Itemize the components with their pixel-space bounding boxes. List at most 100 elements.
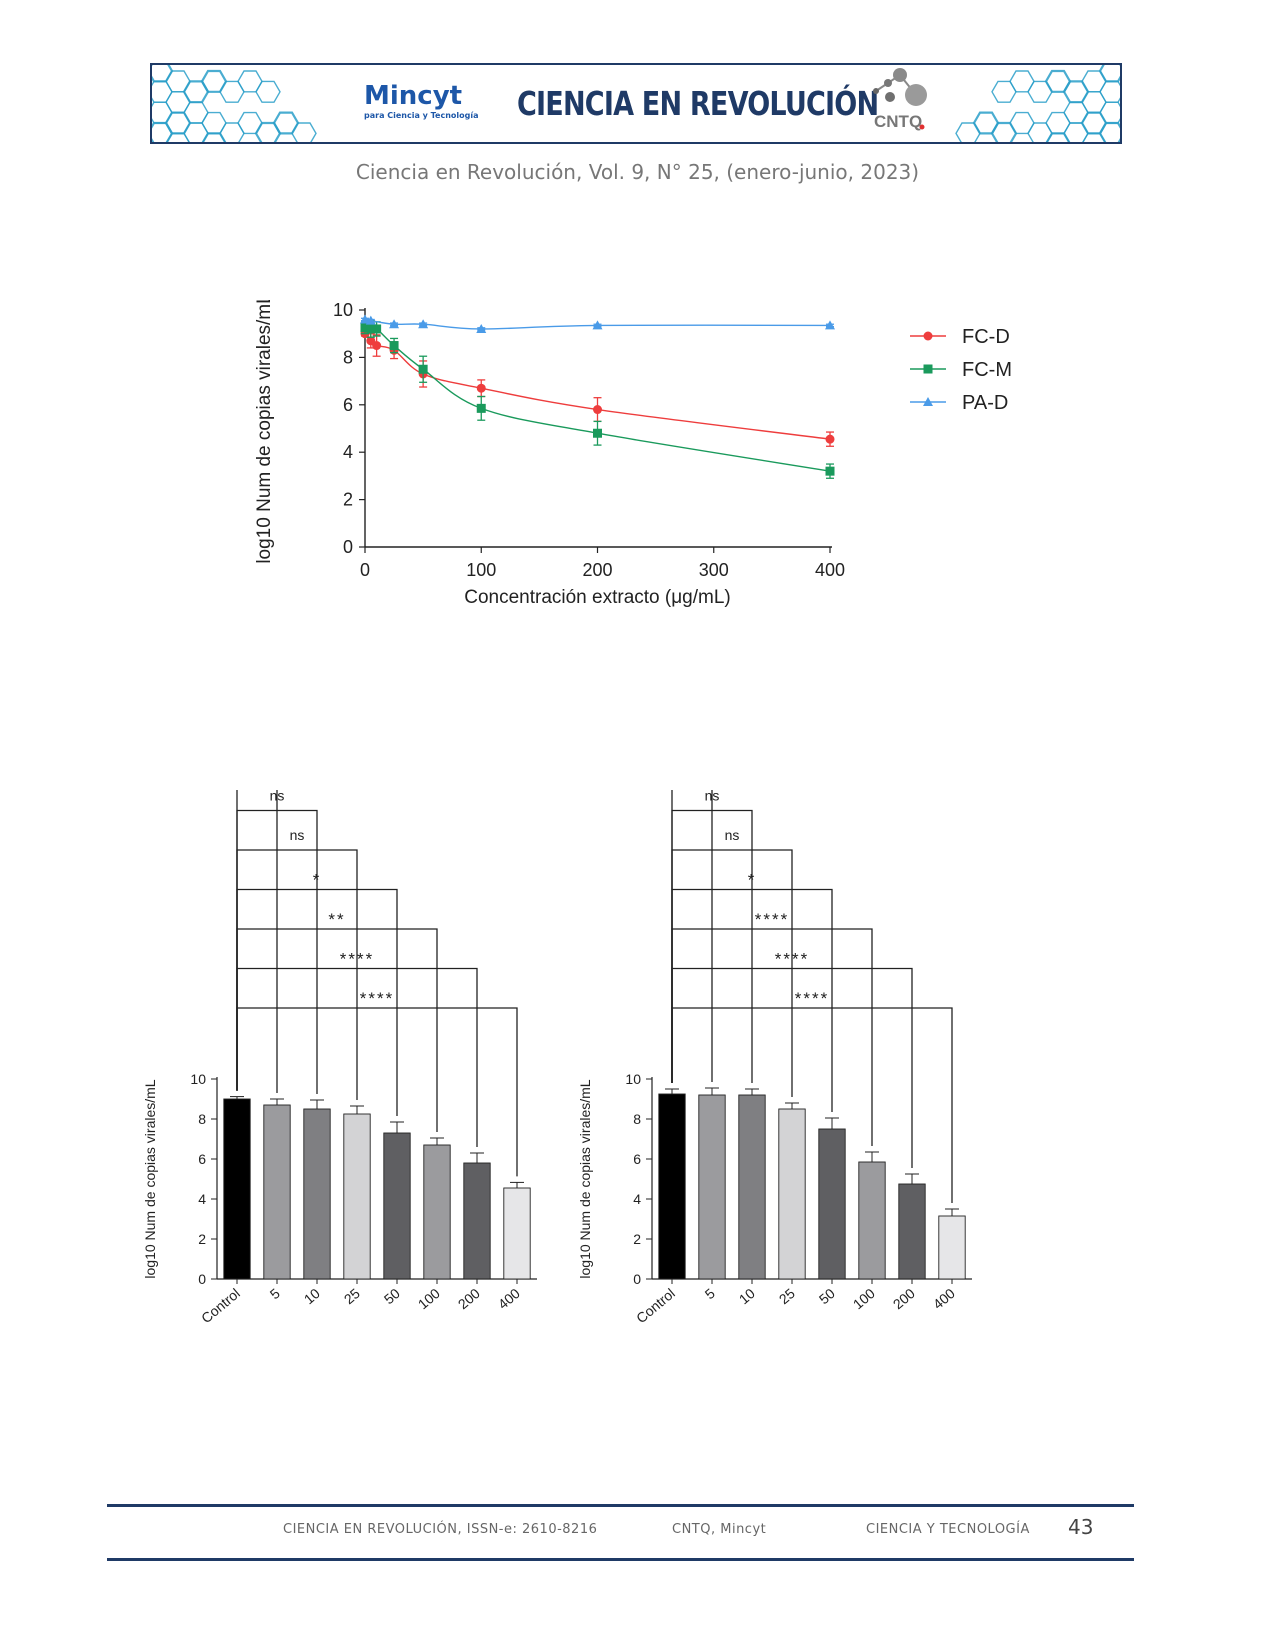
significance-label: *: [313, 871, 322, 890]
legend-marker: [923, 331, 933, 341]
bar-400: [938, 1215, 966, 1280]
y-tick-label: 0: [633, 1271, 641, 1287]
mincyt-logo-subtitle: para Ciencia y Tecnología: [364, 111, 479, 120]
bar-200: [898, 1183, 926, 1280]
legend-label: FC-D: [962, 326, 1010, 348]
significance-label: ****: [795, 989, 829, 1008]
x-tick-label: 300: [699, 560, 729, 580]
significance-bracket: [671, 1007, 953, 1203]
x-tick-label: 400: [495, 1285, 523, 1312]
y-tick-label: 10: [625, 1071, 641, 1087]
y-axis-label: log10 Num de copias virales/mL: [254, 300, 275, 564]
data-point: [593, 428, 602, 438]
mincyt-logo-text: Mincyt: [364, 81, 463, 111]
bar-200: [463, 1162, 491, 1280]
legend-label: PA-D: [962, 392, 1008, 414]
x-tick-label: 400: [930, 1285, 958, 1312]
significance-bracket: [236, 928, 438, 1132]
x-axis-label: Concentración extracto (μg/mL): [464, 587, 731, 608]
data-point: [825, 320, 835, 330]
bar-chart-fc-m: 0 2 4 6 8 10 log10 Num de copias virales/mL Con…: [577, 790, 972, 1326]
data-point: [366, 324, 376, 334]
x-tick-label: 200: [890, 1285, 918, 1312]
x-tick-label: 10: [736, 1285, 758, 1307]
bar-chart-fc-d: 0 2 4 6 8 10 log10 Num de copias virales/mL Con…: [142, 790, 537, 1326]
x-tick-label: Control: [198, 1285, 243, 1326]
significance-bracket: [671, 790, 713, 1083]
data-point: [418, 364, 428, 374]
y-tick-label: 6: [198, 1151, 206, 1167]
issue-citation: Ciencia en Revolución, Vol. 9, N° 25, (e…: [355, 160, 920, 184]
x-tick-label: 5: [267, 1285, 283, 1302]
footer-issn: CIENCIA EN REVOLUCIÓN, ISSN-e: 2610-8216: [283, 1522, 598, 1537]
hexagon-pattern-left-icon: [152, 65, 317, 142]
significance-label: ns: [725, 827, 740, 843]
legend-marker: [923, 397, 933, 406]
footer-divider-bottom: [107, 1558, 1134, 1561]
y-tick-label: 6: [633, 1151, 641, 1167]
x-tick-label: 100: [415, 1285, 443, 1312]
y-tick-label: 4: [198, 1191, 206, 1207]
y-tick-label: 8: [198, 1111, 206, 1127]
y-tick-label: 8: [633, 1111, 641, 1127]
x-tick-label: 5: [702, 1285, 718, 1302]
y-tick-label: 2: [633, 1231, 641, 1247]
bar-50: [818, 1128, 846, 1280]
significance-label: ****: [360, 989, 394, 1008]
x-tick-label: 200: [582, 560, 612, 580]
footer-divider-top: [107, 1504, 1134, 1507]
hexagon-pattern-right-icon: [955, 65, 1120, 142]
bar-100: [858, 1161, 886, 1280]
page-number: 43: [1068, 1515, 1094, 1539]
significance-label: *: [748, 871, 757, 890]
data-point: [476, 323, 487, 333]
x-tick-label: 25: [776, 1285, 798, 1307]
data-point: [418, 319, 429, 329]
cntq-logo-text: CNTQ: [874, 112, 922, 131]
data-point: [365, 315, 376, 325]
significance-label: ****: [755, 910, 789, 929]
significance-bracket: [236, 790, 278, 1093]
bar-5: [698, 1094, 726, 1280]
x-tick-label: 25: [341, 1285, 363, 1307]
significance-label: **: [328, 910, 345, 929]
data-point: [389, 319, 400, 329]
significance-label: ****: [340, 950, 374, 969]
bar-10: [738, 1094, 766, 1280]
data-point: [592, 320, 603, 330]
bar-25: [343, 1113, 371, 1280]
x-tick-label: 0: [360, 560, 370, 580]
cntq-logo: CNTQ: [873, 68, 927, 131]
data-point: [825, 434, 835, 444]
x-tick-label: 10: [301, 1285, 323, 1307]
footer-section: CIENCIA Y TECNOLOGÍA: [866, 1522, 1030, 1537]
data-point: [825, 466, 835, 476]
data-point: [476, 403, 486, 413]
bar-control: [223, 1098, 251, 1280]
y-tick-label: 2: [198, 1231, 206, 1247]
x-tick-label: 100: [466, 560, 496, 580]
data-point: [372, 341, 382, 351]
x-tick-label: Control: [633, 1285, 678, 1326]
y-tick-label: 0: [343, 537, 353, 557]
y-tick-label: 0: [198, 1271, 206, 1287]
significance-bracket: [671, 849, 793, 1097]
data-point: [360, 323, 370, 333]
data-point: [476, 383, 486, 393]
significance-bracket: [236, 1007, 518, 1177]
journal-name: CIENCIA EN REVOLUCIÓN: [517, 84, 879, 123]
data-point: [372, 324, 382, 334]
journal-banner: Mincyt para Ciencia y Tecnología CIENCIA…: [150, 63, 1122, 144]
x-tick-label: 100: [850, 1285, 878, 1312]
y-axis-label: log10 Num de copias virales/mL: [577, 1079, 593, 1278]
x-tick-label: 50: [816, 1285, 838, 1307]
bar-400: [503, 1187, 531, 1280]
x-tick-label: 200: [455, 1285, 483, 1312]
significance-label: ns: [705, 790, 720, 804]
significance-label: ****: [775, 950, 809, 969]
y-axis-label: log10 Num de copias virales/mL: [142, 1079, 158, 1278]
y-tick-label: 10: [333, 300, 353, 320]
footer-publisher: CNTQ, Mincyt: [672, 1522, 767, 1537]
y-tick-label: 6: [343, 395, 353, 415]
